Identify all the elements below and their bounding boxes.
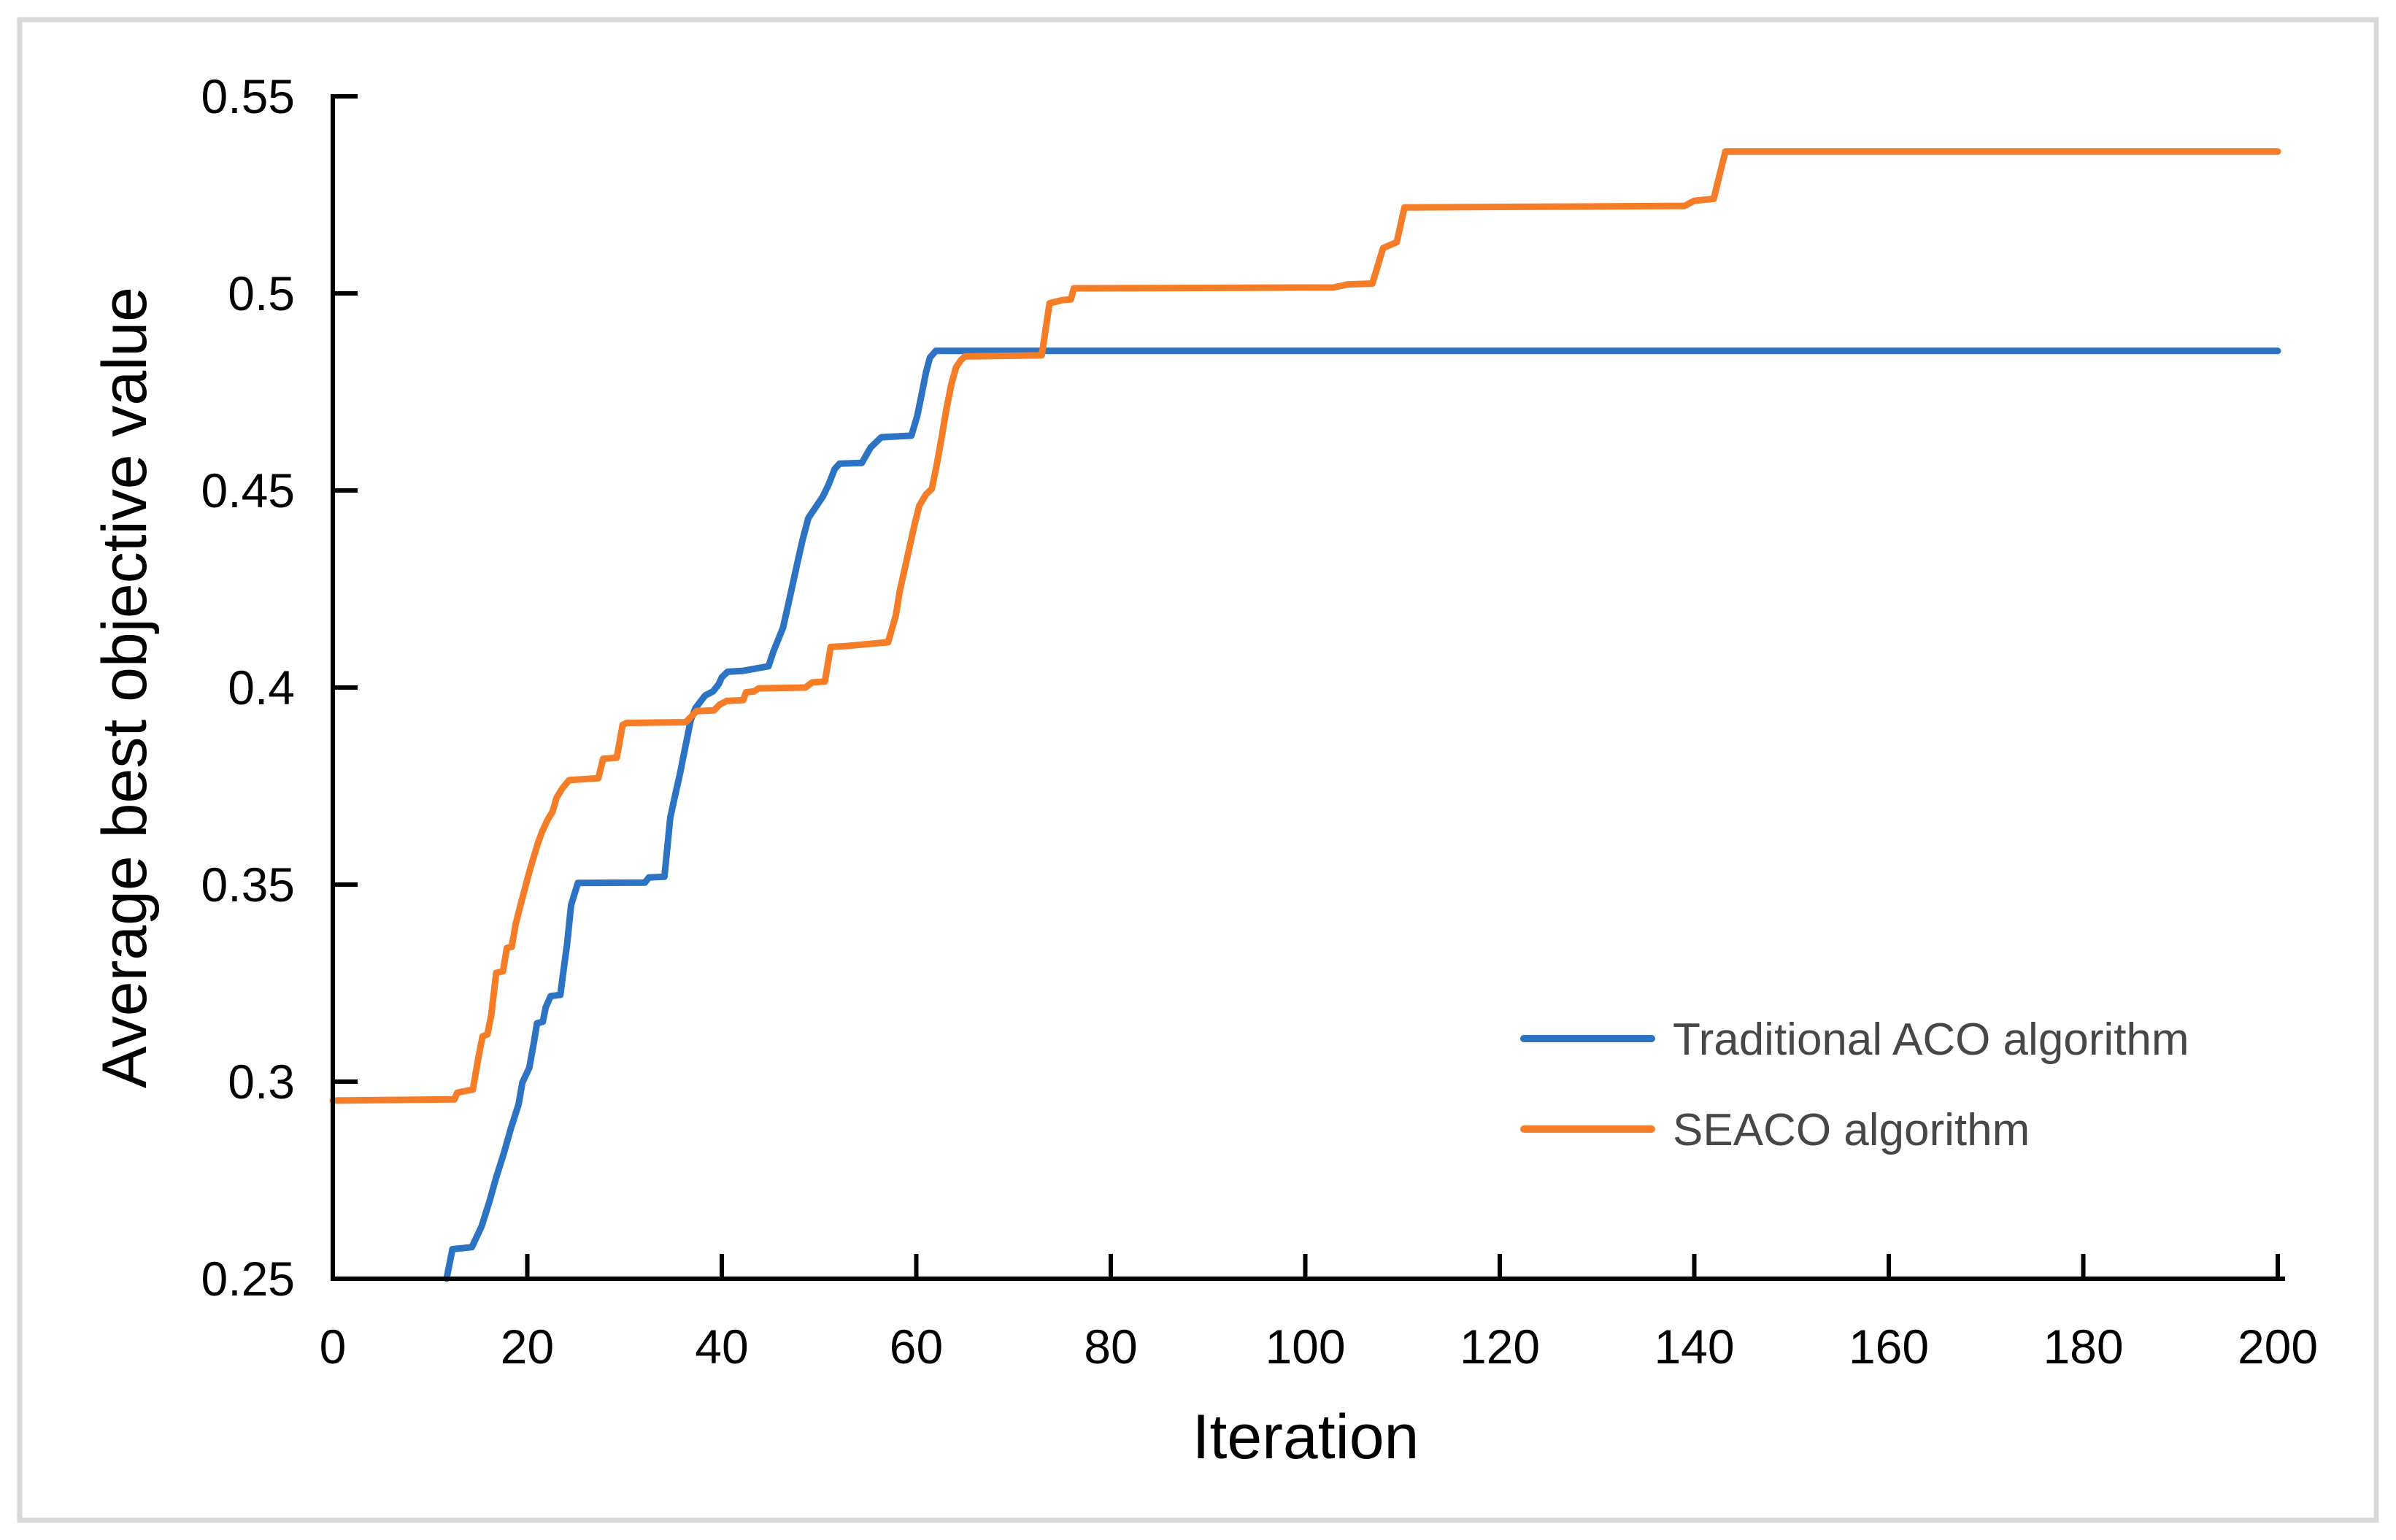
x-tick-label: 40 — [695, 1320, 748, 1374]
series-line-traditional-aco-algorithm — [443, 347, 2281, 1282]
series-line-seaco-algorithm — [329, 148, 2281, 1104]
x-axis-title: Iteration — [1193, 1402, 1420, 1472]
y-tick-label: 0.45 — [201, 463, 295, 517]
x-tick-label: 120 — [1460, 1320, 1540, 1374]
y-tick-label: 0.35 — [201, 858, 295, 912]
x-tick-label: 180 — [2043, 1320, 2123, 1374]
y-tick-label: 0.3 — [228, 1055, 295, 1109]
x-tick-label: 0 — [320, 1320, 347, 1374]
x-tick-label: 160 — [1849, 1320, 1929, 1374]
x-tick-label: 100 — [1265, 1320, 1345, 1374]
x-tick-label: 20 — [501, 1320, 554, 1374]
y-tick-label: 0.25 — [201, 1252, 295, 1306]
y-tick-label: 0.4 — [228, 661, 295, 715]
x-tick-label: 80 — [1084, 1320, 1137, 1374]
figure-border — [17, 17, 2379, 1523]
x-tick-label: 60 — [890, 1320, 943, 1374]
y-tick-label: 0.55 — [201, 69, 295, 123]
axes-lines — [331, 94, 2285, 1281]
plot-area: 0.25 0.3 0.35 0.4 0.45 0.5 0.55 0 20 40 60 80 100 120… — [201, 69, 2319, 1374]
y-tick-label: 0.5 — [228, 266, 295, 320]
legend-label: SEACO algorithm — [1673, 1105, 2030, 1155]
y-axis-title: Average best objective value — [90, 287, 160, 1088]
legend-label: Traditional ACO algorithm — [1673, 1015, 2189, 1065]
x-tick-label: 200 — [2238, 1320, 2318, 1374]
x-tick-label: 140 — [1654, 1320, 1734, 1374]
